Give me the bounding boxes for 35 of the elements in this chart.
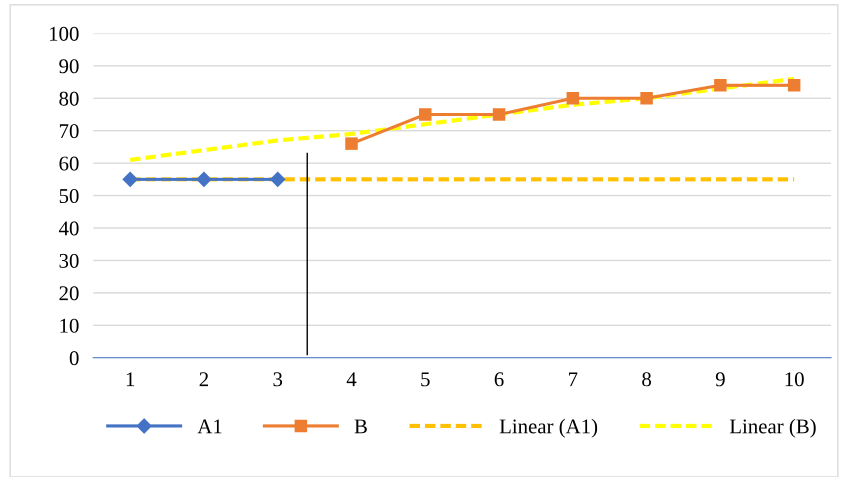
- x-tick-label: 5: [421, 372, 430, 386]
- y-tick-label: 70: [60, 124, 79, 138]
- point: [419, 108, 432, 121]
- point: [196, 172, 212, 187]
- point: [492, 108, 506, 121]
- legend-label: B: [354, 420, 367, 434]
- y-tick-label: 80: [59, 92, 79, 106]
- y-tick-label: 40: [58, 221, 79, 236]
- point: [122, 172, 138, 187]
- point: [640, 92, 653, 105]
- point: [788, 79, 800, 92]
- x-tick-label: 4: [346, 372, 356, 386]
- x-tick-label: 1: [126, 372, 134, 386]
- x-tick-label: 9: [716, 372, 725, 386]
- y-tick-label: 50: [60, 188, 79, 204]
- x-tick-label: 8: [642, 372, 652, 386]
- y-tick-label: 0: [70, 351, 79, 366]
- x-tick-label: 10: [786, 372, 804, 386]
- legend-label: Linear (A1): [500, 418, 598, 438]
- y-tick-label: 30: [60, 254, 79, 268]
- x-tick-label: 3: [274, 372, 282, 386]
- point: [714, 79, 727, 92]
- y-tick-label: 60: [59, 156, 79, 171]
- y-tick-label: 100: [50, 26, 79, 41]
- point: [566, 92, 580, 105]
- point: [345, 137, 358, 150]
- y-tick-label: 20: [59, 286, 79, 300]
- x-tick-label: 7: [568, 372, 578, 386]
- y-tick-label: 90: [59, 59, 79, 74]
- x-tick-label: 6: [494, 372, 504, 386]
- legend-label: A1: [197, 419, 222, 434]
- point: [270, 172, 286, 187]
- legend-label: Linear (B): [730, 418, 816, 438]
- x-tick-label: 2: [200, 372, 208, 386]
- y-tick-label: 10: [60, 318, 79, 333]
